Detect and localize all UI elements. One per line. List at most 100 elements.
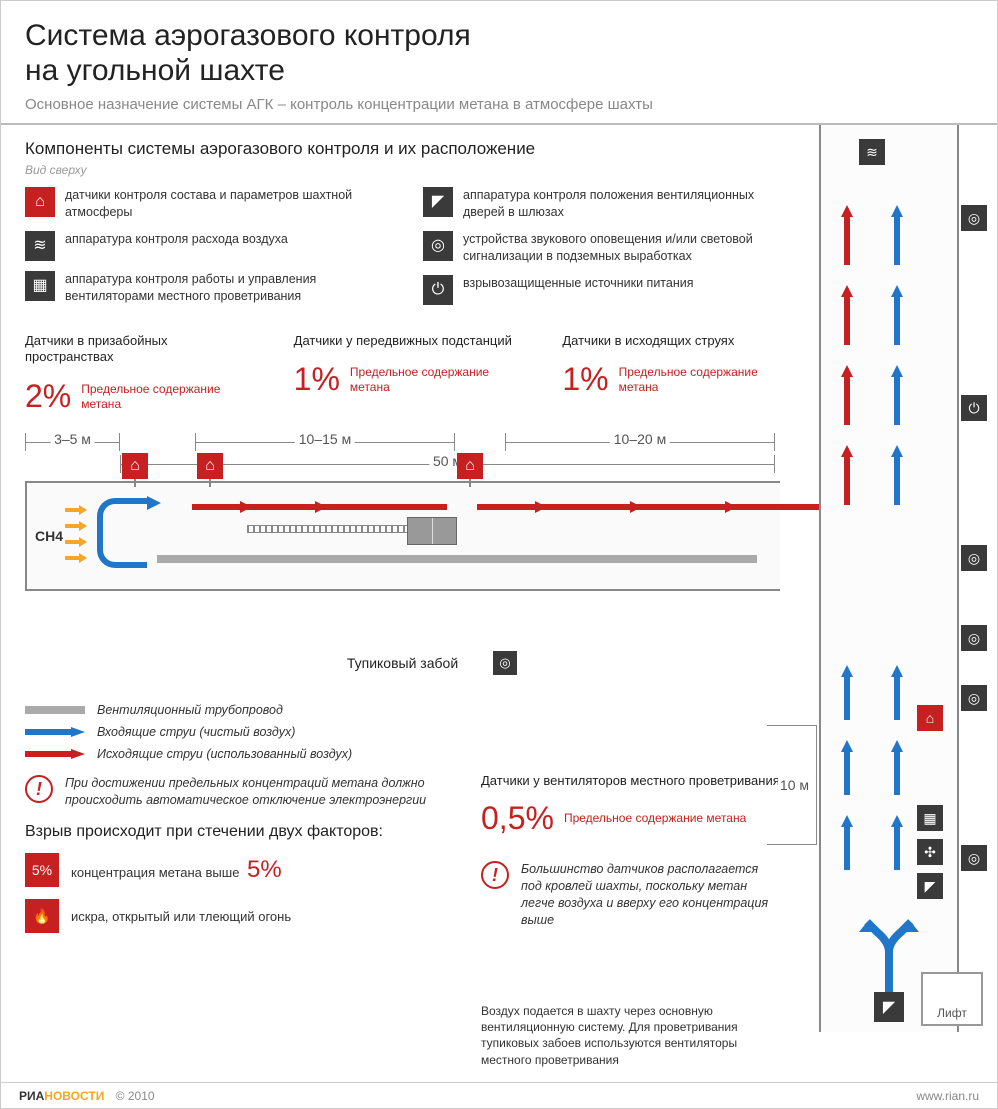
lr-bottom-text: Воздух подается в шахту через основную в… (481, 1003, 761, 1068)
shaft-inner-icon: ✣ (917, 839, 943, 865)
orange-arrow-icon (65, 521, 87, 531)
vertical-shaft: ≋ 10 м ◎⏻◎◎◎◎ ⌂▦✣◤ ◤ Лифт (799, 125, 979, 1032)
blue-up-arrow-icon (841, 815, 853, 870)
legend-text: взрывозащищенные источники питания (463, 275, 694, 292)
lower-legend: Вентиляционный трубопровод Входящие стру… (25, 703, 475, 933)
content: Компоненты системы аэрогазового контроля… (1, 125, 997, 1082)
alarm-icon: ◎ (423, 231, 453, 261)
footer-brand: РИАНОВОСТИ © 2010 (19, 1089, 155, 1103)
legend-item: ≋ аппаратура контроля расхода воздуха (25, 231, 393, 261)
ten-m-label: 10 м (778, 775, 811, 795)
blue-up-arrow-icon (841, 665, 853, 720)
blue-up-arrow-icon (891, 365, 903, 425)
red-arrow-icon (477, 501, 547, 513)
ch4-label: CH4 (35, 528, 63, 544)
red-arrow-icon (267, 501, 327, 513)
legend-item: ▦аппаратура контроля работы и управления… (25, 271, 393, 305)
shaft-inner-icon: ◤ (917, 873, 943, 899)
shaft-side-icon: ◎ (961, 845, 987, 871)
lift-label: Лифт (937, 1006, 967, 1020)
page-title: Система аэрогазового контроля на угольно… (25, 19, 973, 88)
lr-stat: 0,5% Предельное содержание метана (481, 800, 781, 837)
footer-url: www.rian.ru (916, 1089, 979, 1103)
title-line-1: Система аэрогазового контроля (25, 19, 471, 52)
blue-up-arrow-icon (891, 665, 903, 720)
title-line-2: на угольной шахте (25, 54, 285, 87)
dimension-segment: 10–15 м (195, 433, 455, 451)
shaft-inner-icon: ⌂ (917, 705, 943, 731)
shaft-side-icon: ◎ (961, 625, 987, 651)
legend-item: ⌂датчики контроля состава и параметров ш… (25, 187, 393, 221)
dimension-segment: 10–20 м (505, 433, 775, 451)
door-pos-icon: ◤ (423, 187, 453, 217)
explosion-text: концентрация метана выше 5% (71, 856, 282, 884)
orange-arrow-icon (65, 553, 87, 563)
view-label: Вид сверху (25, 163, 791, 177)
shaft-side-icon: ◎ (961, 205, 987, 231)
explosion-title: Взрыв происходит при стечении двух факто… (25, 823, 475, 841)
explosion-text: искра, открытый или тлеющий огонь (71, 909, 291, 924)
flow-legend-text: Входящие струи (чистый воздух) (97, 725, 295, 739)
blue-split-icon (849, 902, 929, 992)
stat-body: 1% Предельное содержание метана (294, 361, 523, 398)
stat-pct: 2% (25, 378, 71, 415)
shaft-side-icon: ◎ (961, 685, 987, 711)
dimension-segment: 3–5 м (25, 433, 120, 451)
airflow-icon: ≋ (25, 231, 55, 261)
stat-block: Датчики в призабойных пространствах 2% П… (25, 333, 254, 416)
lr-desc: Предельное содержание метана (564, 811, 746, 826)
red-arrow-icon (572, 501, 642, 513)
lr-pct: 0,5% (481, 800, 554, 837)
red-up-arrow-icon (841, 285, 853, 345)
stat-title: Датчики в призабойных пространствах (25, 333, 254, 367)
legend-text: аппаратура контроля расхода воздуха (65, 231, 288, 248)
explosion-icon: 🔥 (25, 899, 59, 933)
stat-desc: Предельное содержание метана (350, 365, 522, 395)
stat-desc: Предельное содержание метана (81, 382, 253, 412)
brand-ria: РИА (19, 1089, 44, 1103)
lift-box: Лифт (921, 972, 983, 1026)
stat-title: Датчики у передвижных подстанций (294, 333, 523, 350)
brand-novosti: НОВОСТИ (44, 1089, 104, 1103)
explosion-factor: 🔥 искра, открытый или тлеющий огонь (25, 899, 475, 933)
tunnel-alarm-icon: ◎ (493, 651, 517, 675)
lr-warning-text: Большинство датчиков располага­ется под … (521, 861, 781, 929)
header: Система аэрогазового контроля на угольно… (1, 1, 997, 125)
warning-auto-shutoff: ! При достижении предельных концентраций… (25, 775, 475, 809)
shaft-side-icon: ◎ (961, 545, 987, 571)
dim-label: 10–15 м (295, 431, 355, 447)
dim-label: 3–5 м (50, 431, 95, 447)
ten-m-dimension: 10 м (767, 725, 817, 845)
stats-row: Датчики в призабойных пространствах 2% П… (25, 333, 791, 416)
stat-title: Датчики в исходящих струях (562, 333, 791, 350)
legend-text: датчики контроля состава и параметров ша… (65, 187, 393, 221)
warning-icon: ! (25, 775, 53, 803)
stat-pct: 1% (562, 361, 608, 398)
legend-item: ⏻взрывозащищенные источники питания (423, 275, 791, 305)
legend-item: ◤аппаратура контроля положения вентиляци… (423, 187, 791, 221)
stat-block: Датчики у передвижных подстанций 1% Пред… (294, 333, 523, 416)
legend-col-right: ◤аппаратура контроля положения вентиляци… (423, 187, 791, 315)
page-subtitle: Основное назначение системы АГК – контро… (25, 96, 973, 113)
explosion-factor: 5% концентрация метана выше 5% (25, 853, 475, 887)
blue-flow-icon (25, 727, 85, 737)
blue-up-arrow-icon (891, 740, 903, 795)
red-flow-icon (25, 749, 85, 759)
flow-legend-text: Исходящие струи (использованный воздух) (97, 747, 352, 761)
ventilation-pipe (157, 555, 757, 563)
shaft-side-icon: ⏻ (961, 395, 987, 421)
orange-arrow-icon (65, 505, 87, 515)
blue-inflow-hook (97, 498, 147, 568)
flow-legend-row: Входящие струи (чистый воздух) (25, 725, 475, 739)
red-arrow-icon (192, 501, 252, 513)
lr-warning: ! Большинство датчиков располага­ется по… (481, 861, 781, 929)
blue-up-arrow-icon (891, 445, 903, 505)
stat-desc: Предельное содержание метана (619, 365, 791, 395)
stat-pct: 1% (294, 361, 340, 398)
tunnel-diagram: 3–5 м10–15 м10–20 м50 м CH4 ⌂⌂⌂ (25, 433, 780, 643)
blue-up-arrow-icon (891, 285, 903, 345)
mine-cart (407, 517, 457, 545)
warning-text: При достижении предельных концентраций м… (65, 775, 475, 809)
ch4-arrows (65, 505, 87, 563)
flow-legend-row: Вентиляционный трубопровод (25, 703, 475, 717)
